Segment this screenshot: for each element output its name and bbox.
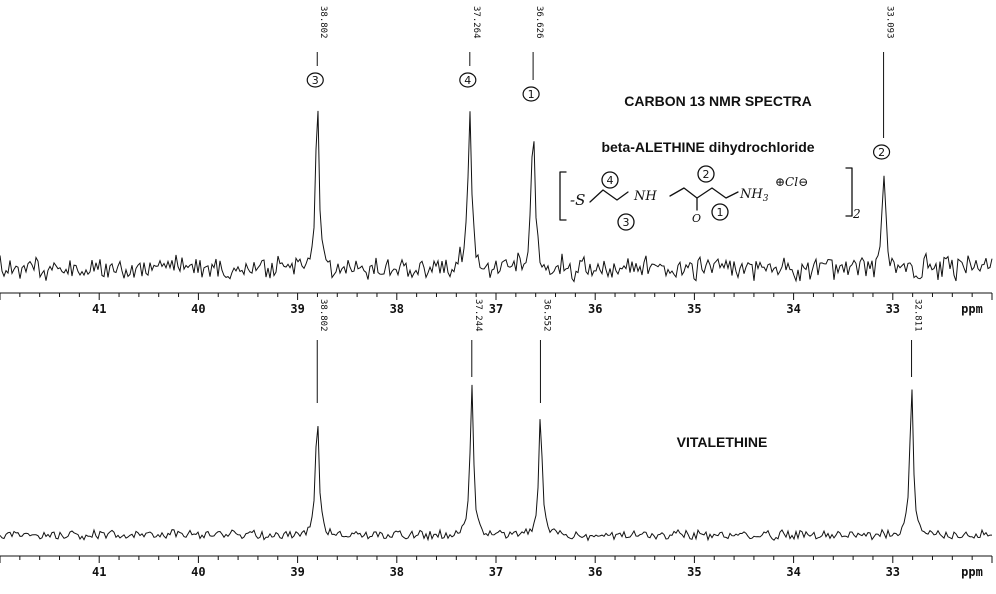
right-bracket xyxy=(845,167,853,217)
carbon-circle-1 xyxy=(711,203,729,221)
carbon-label-3: 3 xyxy=(623,216,630,229)
peak-label: 38.802 xyxy=(318,299,328,332)
carbon-label-1: 1 xyxy=(717,206,724,219)
carbon-assignment-circle xyxy=(522,86,540,102)
x-tick-label: 37 xyxy=(489,565,503,579)
structure-count: 2 xyxy=(852,207,861,221)
peak-label: 37.264 xyxy=(471,6,481,39)
left-bracket xyxy=(559,171,567,221)
peak-label: 32.811 xyxy=(913,299,923,332)
x-tick-label: 41 xyxy=(92,302,106,316)
peak-label: 33.093 xyxy=(885,6,895,39)
vitalethine-label: VITALETHINE xyxy=(677,434,768,450)
x-tick-label: 36 xyxy=(588,302,602,316)
structure-counterion: ⊕Cl⊖ xyxy=(775,175,808,189)
carbon-circle-4 xyxy=(601,171,619,189)
structure-s: -S xyxy=(570,191,585,209)
x-tick-label: 41 xyxy=(92,565,106,579)
spectrum-trace xyxy=(0,384,992,542)
carbon-assignment-label: 1 xyxy=(528,88,535,101)
carbon-circle-2 xyxy=(697,165,715,183)
x-tick-label: 37 xyxy=(489,302,503,316)
x-tick-label: 34 xyxy=(786,565,800,579)
carbon-assignment-circle xyxy=(306,72,324,88)
peak-label: 36.552 xyxy=(541,299,551,332)
chart-title: CARBON 13 NMR SPECTRA xyxy=(624,93,811,109)
peak-label: 37.244 xyxy=(473,299,483,332)
peak-label: 36.626 xyxy=(534,6,544,39)
x-tick-label: 33 xyxy=(886,565,900,579)
spectrum-trace xyxy=(0,110,993,283)
carbon-assignment-label: 4 xyxy=(464,74,471,87)
carbon-label-2: 2 xyxy=(703,168,710,181)
x-tick-label: 33 xyxy=(886,302,900,316)
chart-subtitle: beta-ALETHINE dihydrochloride xyxy=(601,139,814,155)
carbon-assignment-circle xyxy=(459,72,477,88)
structure-nh3: NH3 xyxy=(739,187,769,204)
x-tick-label: 39 xyxy=(290,302,304,316)
carbon-assignment-label: 2 xyxy=(878,146,885,159)
carbon-circle-3 xyxy=(617,213,635,231)
chain-right xyxy=(669,187,739,199)
x-axis-unit: ppm xyxy=(961,565,983,579)
x-tick-label: 36 xyxy=(588,565,602,579)
chemical-structure xyxy=(559,165,853,231)
x-tick-label: 35 xyxy=(687,565,701,579)
x-tick-label: 35 xyxy=(687,302,701,316)
structure-nh: NH xyxy=(633,189,657,204)
structure-o: O xyxy=(692,212,701,225)
x-tick-label: 34 xyxy=(786,302,800,316)
peak-label: 38.802 xyxy=(318,6,328,39)
chain-left xyxy=(589,189,629,203)
x-axis-unit: ppm xyxy=(961,302,983,316)
x-tick-label: 40 xyxy=(191,302,205,316)
x-tick-label: 39 xyxy=(290,565,304,579)
x-tick-label: 38 xyxy=(390,565,404,579)
x-tick-label: 38 xyxy=(390,302,404,316)
carbon-assignment-circle xyxy=(872,144,891,160)
carbon-assignment-label: 3 xyxy=(312,74,319,87)
x-tick-label: 40 xyxy=(191,565,205,579)
carbon-label-4: 4 xyxy=(607,174,614,187)
spectrum-bottom: 41 40 39 38 37 36 35 34 33 ppm 38.802 37.244 36.552 3… xyxy=(0,299,993,579)
